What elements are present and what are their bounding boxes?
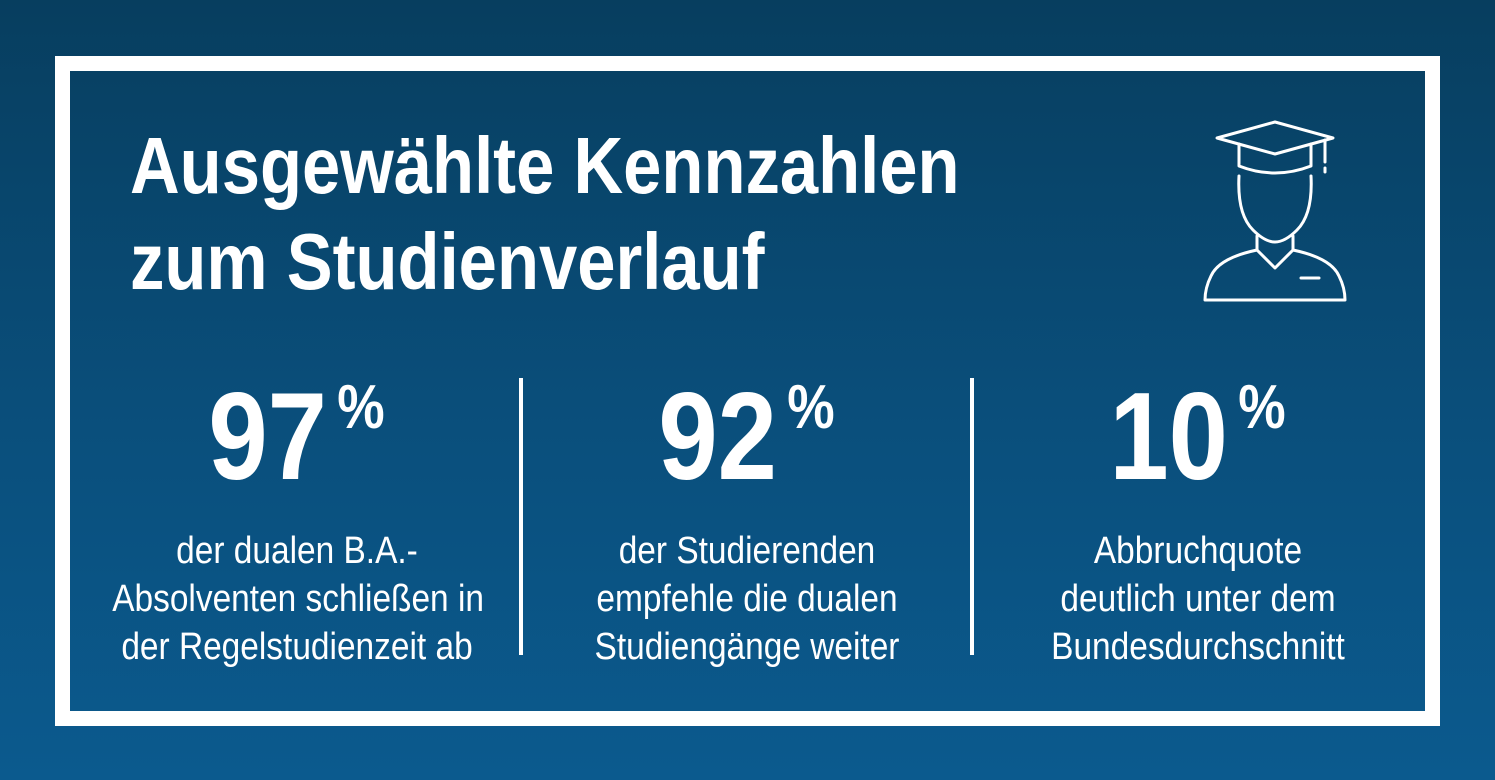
percent-sign: %	[337, 373, 386, 442]
stat-value: 10%	[1110, 375, 1286, 499]
stat-description: der Studierenden empfehle die dualen Stu…	[562, 527, 932, 671]
stat-description-line: Studiengänge weiter	[594, 626, 900, 668]
page-title: Ausgewählte Kennzahlen zum Studienverlau…	[130, 118, 960, 310]
percent-sign: %	[787, 373, 836, 442]
white-frame-border	[55, 56, 1440, 726]
stat-number: 10	[1109, 368, 1229, 506]
stat-description-line: deutlich unter dem	[1060, 578, 1336, 620]
stat-block-recommendation-rate: 92% der Studierenden empfehle die dualen…	[537, 375, 957, 671]
stat-description-line: Bundesdurchschnitt	[1051, 626, 1345, 668]
stat-description-line: der Studierenden	[618, 530, 876, 572]
stat-block-dropout-rate: 10% Abbruchquote deutlich unter dem Bund…	[988, 375, 1408, 671]
stat-number: 92	[658, 368, 778, 506]
stat-description-line: Absolventen schließen in	[112, 578, 484, 620]
stat-block-graduation-rate: 97% der dualen B.A.- Absolventen schließ…	[87, 375, 507, 671]
percent-sign: %	[1238, 373, 1287, 442]
stat-description-line: der Regelstudienzeit ab	[121, 626, 473, 668]
column-divider	[519, 378, 523, 655]
stat-number: 97	[208, 368, 328, 506]
title-line-2: zum Studienverlauf	[130, 217, 765, 306]
stat-value: 97%	[209, 375, 385, 499]
stat-description: Abbruchquote deutlich unter dem Bundesdu…	[1013, 527, 1383, 671]
stat-description-line: der dualen B.A.-	[176, 530, 418, 572]
stat-description-line: empfehle die dualen	[596, 578, 898, 620]
stat-value: 92%	[659, 375, 835, 499]
stat-description-line: Abbruchquote	[1093, 530, 1303, 572]
stat-description: der dualen B.A.- Absolventen schließen i…	[112, 527, 484, 671]
graduate-student-icon	[1203, 120, 1347, 302]
column-divider	[970, 378, 974, 655]
title-line-1: Ausgewählte Kennzahlen	[130, 121, 960, 210]
